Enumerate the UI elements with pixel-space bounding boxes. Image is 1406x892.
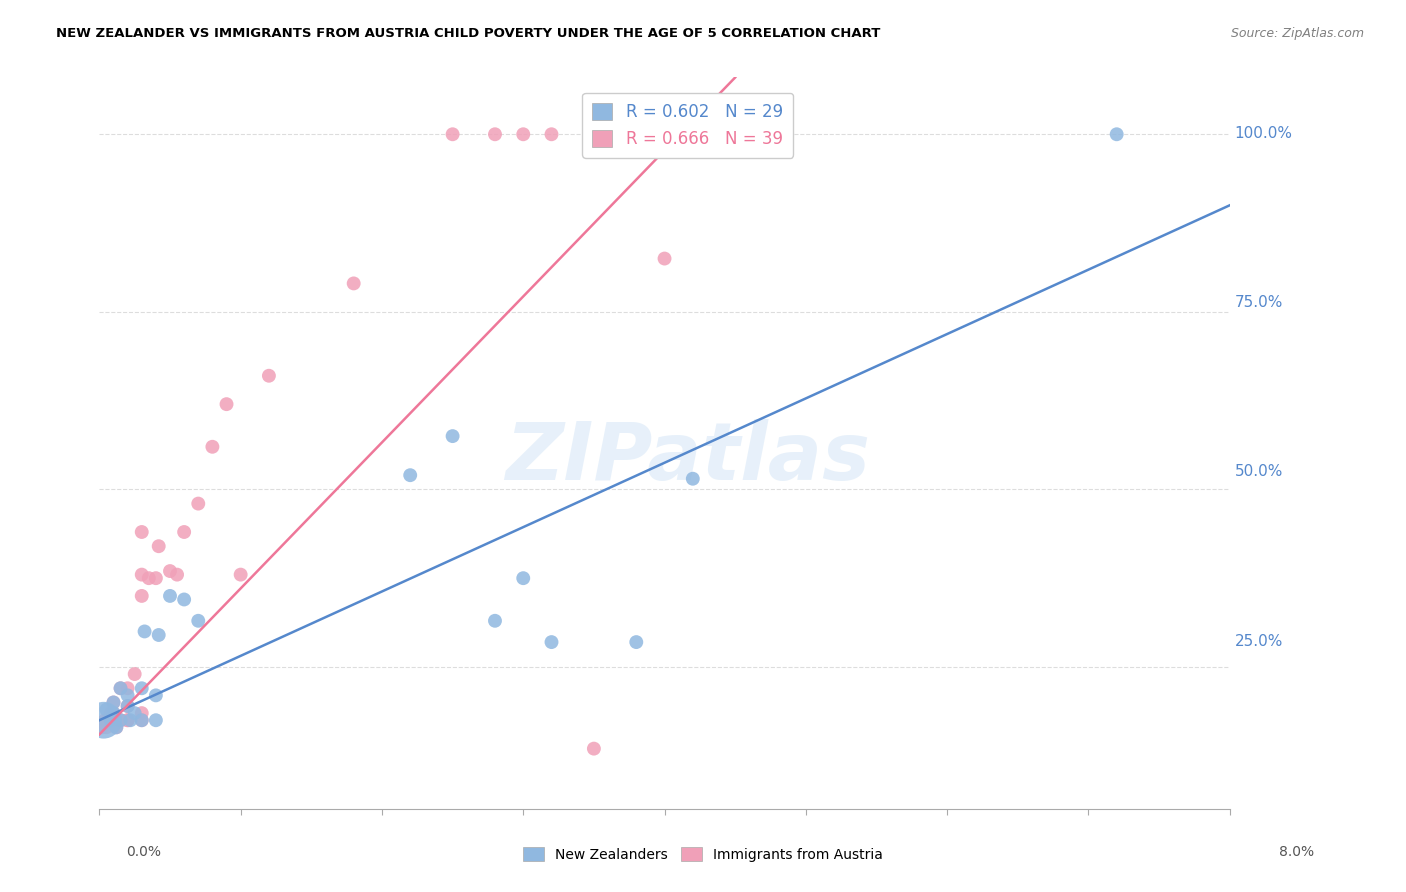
Point — [540, 635, 562, 649]
Text: Source: ZipAtlas.com: Source: ZipAtlas.com — [1230, 27, 1364, 40]
Point — [1105, 128, 1128, 142]
Point — [117, 713, 139, 727]
Point — [93, 713, 115, 727]
Point — [166, 567, 188, 582]
Point — [187, 614, 209, 628]
Point — [148, 628, 170, 642]
Point — [148, 539, 170, 553]
Point — [131, 524, 153, 539]
Point — [145, 713, 167, 727]
Legend: R = 0.602   N = 29, R = 0.666   N = 39: R = 0.602 N = 29, R = 0.666 N = 39 — [582, 93, 793, 158]
Point — [105, 720, 128, 734]
Point — [138, 571, 160, 585]
Legend: New Zealanders, Immigrants from Austria: New Zealanders, Immigrants from Austria — [517, 841, 889, 867]
Point — [103, 706, 125, 720]
Point — [117, 698, 139, 713]
Text: 0.0%: 0.0% — [127, 845, 162, 859]
Point — [343, 277, 366, 291]
Point — [103, 696, 125, 710]
Point — [117, 713, 139, 727]
Point — [145, 571, 167, 585]
Point — [100, 713, 122, 727]
Point — [131, 681, 153, 696]
Point — [117, 689, 139, 703]
Point — [540, 128, 562, 142]
Point — [229, 567, 252, 582]
Point — [484, 128, 506, 142]
Point — [117, 698, 139, 713]
Point — [484, 614, 506, 628]
Point — [94, 713, 117, 727]
Point — [399, 468, 422, 483]
Point — [134, 624, 156, 639]
Point — [103, 706, 125, 720]
Point — [173, 592, 195, 607]
Point — [110, 681, 132, 696]
Point — [110, 681, 132, 696]
Point — [131, 713, 153, 727]
Point — [582, 741, 605, 756]
Point — [100, 706, 122, 720]
Point — [117, 681, 139, 696]
Point — [131, 713, 153, 727]
Point — [187, 497, 209, 511]
Point — [159, 564, 181, 578]
Point — [201, 440, 224, 454]
Point — [110, 713, 132, 727]
Point — [145, 689, 167, 703]
Point — [131, 706, 153, 720]
Point — [512, 128, 534, 142]
Point — [124, 667, 146, 681]
Point — [105, 720, 128, 734]
Point — [96, 702, 118, 716]
Point — [626, 635, 648, 649]
Point — [97, 713, 120, 727]
Point — [96, 720, 118, 734]
Point — [131, 567, 153, 582]
Point — [441, 128, 464, 142]
Point — [654, 252, 676, 266]
Point — [257, 368, 280, 383]
Point — [120, 713, 142, 727]
Point — [215, 397, 238, 411]
Point — [91, 720, 114, 734]
Point — [103, 713, 125, 727]
Point — [512, 571, 534, 585]
Text: NEW ZEALANDER VS IMMIGRANTS FROM AUSTRIA CHILD POVERTY UNDER THE AGE OF 5 CORREL: NEW ZEALANDER VS IMMIGRANTS FROM AUSTRIA… — [56, 27, 880, 40]
Text: 8.0%: 8.0% — [1279, 845, 1315, 859]
Point — [682, 472, 704, 486]
Point — [131, 589, 153, 603]
Text: ZIPatlas: ZIPatlas — [505, 419, 870, 497]
Point — [159, 589, 181, 603]
Point — [173, 524, 195, 539]
Point — [124, 706, 146, 720]
Point — [110, 713, 132, 727]
Point — [441, 429, 464, 443]
Point — [103, 696, 125, 710]
